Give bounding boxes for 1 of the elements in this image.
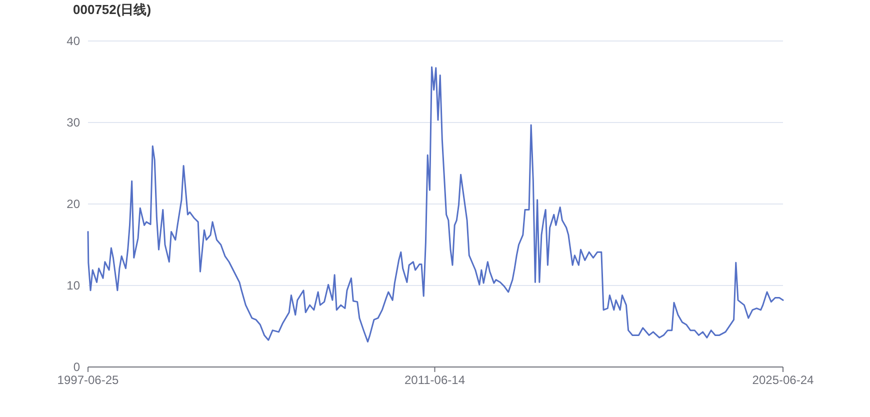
- title: 000752(日线): [73, 2, 152, 17]
